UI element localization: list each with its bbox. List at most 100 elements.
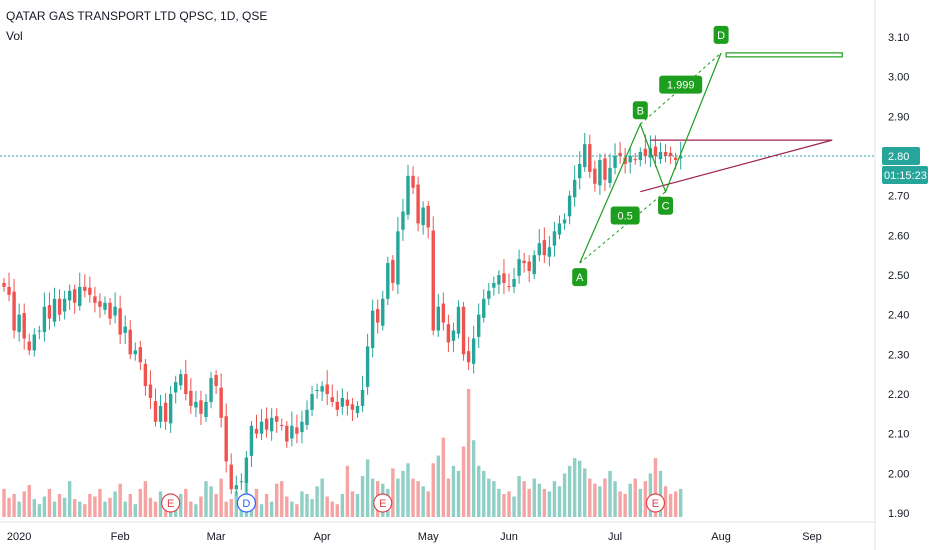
candle-body xyxy=(128,329,132,355)
pattern-point-c-text: C xyxy=(662,201,670,213)
candle-body xyxy=(305,409,309,425)
candle-body xyxy=(618,152,622,156)
candle-body xyxy=(537,243,541,256)
y-tick-label: 2.20 xyxy=(888,389,909,401)
candle-body xyxy=(456,306,461,334)
volume-bar xyxy=(628,483,632,517)
volume-bar xyxy=(588,478,592,517)
candle-body xyxy=(477,314,481,337)
volume-bar xyxy=(613,481,617,517)
volume-bar xyxy=(451,465,456,517)
volume-bar xyxy=(108,497,112,517)
candle-body xyxy=(552,231,557,246)
candles xyxy=(2,132,683,496)
candle-body xyxy=(557,223,562,235)
candle-body xyxy=(441,303,446,323)
candle-body xyxy=(42,306,47,333)
candle-body xyxy=(133,350,137,355)
candle-body xyxy=(668,152,673,156)
x-tick-label: Apr xyxy=(314,531,331,543)
candle-body xyxy=(406,175,410,215)
volume-bar xyxy=(487,478,491,517)
abcd-ratio-line xyxy=(579,191,666,264)
volume-bar xyxy=(209,486,213,517)
time-axis[interactable]: 2020 Feb Mar Apr May Jun Jul Aug Sep xyxy=(7,531,822,543)
volume-bar xyxy=(638,488,642,517)
candle-body xyxy=(93,296,97,303)
volume-bar xyxy=(391,468,395,517)
x-tick-label: Feb xyxy=(111,531,130,543)
volume-bar xyxy=(67,481,72,517)
candle-body xyxy=(275,416,279,422)
target-zone-box xyxy=(725,52,843,58)
volume-bar xyxy=(264,493,269,517)
candle-body xyxy=(679,156,683,159)
volume-bars xyxy=(2,389,683,517)
candle-body xyxy=(168,394,173,424)
volume-bar xyxy=(663,486,668,517)
y-tick-label: 2.70 xyxy=(888,191,909,203)
candle-body xyxy=(249,425,254,456)
candle-body xyxy=(421,207,425,226)
volume-bar xyxy=(158,491,163,517)
y-tick-label: 2.40 xyxy=(888,310,909,322)
volume-bar xyxy=(295,504,299,517)
candle-body xyxy=(461,306,466,355)
candle-body xyxy=(527,261,531,272)
volume-bar xyxy=(305,493,309,517)
candle-body xyxy=(17,314,21,333)
candle-body xyxy=(310,394,314,410)
volume-bar xyxy=(668,493,673,517)
volume-bar xyxy=(370,478,375,517)
grid xyxy=(0,0,876,550)
drawings[interactable]: A B C D 0.5 1.999 xyxy=(572,25,843,287)
volume-bar xyxy=(658,470,663,517)
volume-bar xyxy=(562,473,567,517)
volume-bar xyxy=(57,493,62,517)
candle-body xyxy=(567,195,572,217)
volume-bar xyxy=(275,483,279,517)
price-axis[interactable]: 3.10 3.00 2.90 2.80 2.70 2.60 2.50 2.40 2.30 2.20… xyxy=(888,32,909,520)
candle-body xyxy=(22,313,26,339)
volume-bar xyxy=(517,476,521,517)
volume-bar xyxy=(436,455,440,517)
volume-bar xyxy=(477,465,481,517)
y-tick-label: 2.50 xyxy=(888,270,909,282)
candle-body xyxy=(214,374,218,387)
volume-bar xyxy=(83,504,87,517)
volume-bar xyxy=(401,470,405,517)
candle-body xyxy=(12,291,16,331)
marker-label: D xyxy=(242,498,250,510)
candle-body xyxy=(98,301,102,307)
volume-bar xyxy=(618,491,622,517)
pattern-point-a-badge xyxy=(572,268,588,287)
candle-body xyxy=(593,168,597,184)
y-tick-label: 2.00 xyxy=(888,468,909,480)
candle-body xyxy=(335,401,339,410)
candle-body xyxy=(158,405,163,422)
volume-bar xyxy=(345,465,350,517)
candle-body xyxy=(184,374,188,394)
volume-bar xyxy=(73,499,77,517)
x-tick-label: Mar xyxy=(207,531,226,543)
volume-bar xyxy=(527,488,531,517)
price-labels: 2.80 01:15:23 xyxy=(882,147,928,184)
volume-bar xyxy=(673,491,678,517)
abcd-pattern-line xyxy=(579,52,722,264)
volume-bar xyxy=(62,497,67,517)
countdown-badge xyxy=(882,166,928,184)
volume-bar xyxy=(406,463,410,517)
volume-bar xyxy=(219,478,223,517)
candle-body xyxy=(234,485,238,490)
candle-body xyxy=(355,405,360,414)
candle-body xyxy=(174,382,178,393)
earnings-marker xyxy=(161,493,181,513)
volume-bar xyxy=(118,483,122,517)
volume-bar xyxy=(340,493,345,517)
volume-bar xyxy=(512,496,516,517)
volume-bar xyxy=(98,488,102,517)
candle-body xyxy=(345,399,350,406)
candle-body xyxy=(411,175,415,188)
